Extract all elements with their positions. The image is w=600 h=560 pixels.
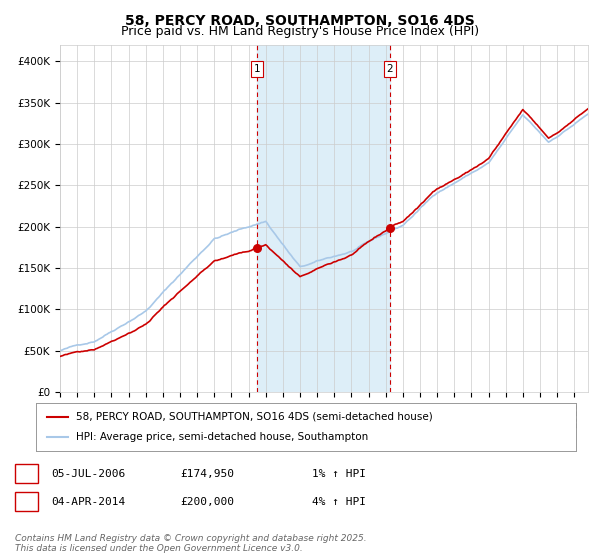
Text: HPI: Average price, semi-detached house, Southampton: HPI: Average price, semi-detached house,…	[77, 432, 369, 442]
Text: 1% ↑ HPI: 1% ↑ HPI	[312, 469, 366, 479]
Text: 2: 2	[23, 495, 30, 508]
Text: £174,950: £174,950	[180, 469, 234, 479]
Bar	[257, 45, 390, 392]
Text: 1: 1	[254, 64, 260, 74]
Text: 1: 1	[23, 467, 30, 480]
Text: £200,000: £200,000	[180, 497, 234, 507]
Point	[385, 223, 395, 232]
Text: 2: 2	[386, 64, 394, 74]
Text: Contains HM Land Registry data © Crown copyright and database right 2025.
This d: Contains HM Land Registry data © Crown c…	[15, 534, 367, 553]
Text: 05-JUL-2006: 05-JUL-2006	[51, 469, 125, 479]
Text: 58, PERCY ROAD, SOUTHAMPTON, SO16 4DS (semi-detached house): 58, PERCY ROAD, SOUTHAMPTON, SO16 4DS (s…	[77, 412, 433, 422]
Text: 58, PERCY ROAD, SOUTHAMPTON, SO16 4DS: 58, PERCY ROAD, SOUTHAMPTON, SO16 4DS	[125, 14, 475, 28]
Point	[253, 244, 262, 253]
Text: Price paid vs. HM Land Registry's House Price Index (HPI): Price paid vs. HM Land Registry's House …	[121, 25, 479, 38]
Text: 4% ↑ HPI: 4% ↑ HPI	[312, 497, 366, 507]
Text: 04-APR-2014: 04-APR-2014	[51, 497, 125, 507]
